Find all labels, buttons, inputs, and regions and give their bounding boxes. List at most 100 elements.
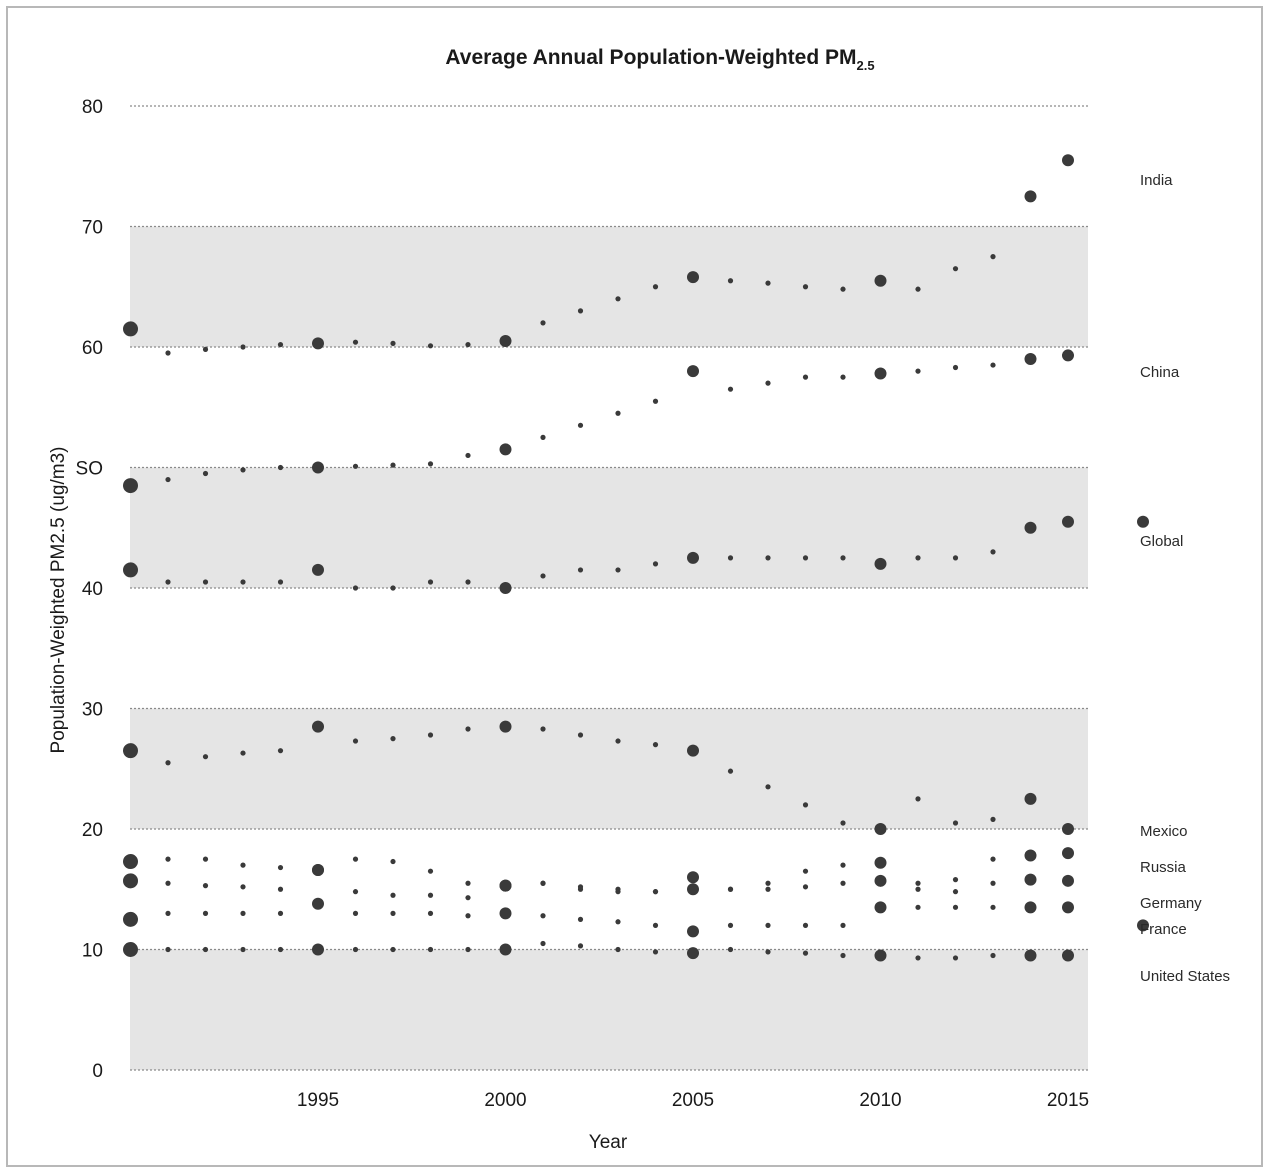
point-global-2006 bbox=[727, 555, 734, 561]
point-france-2015 bbox=[1062, 901, 1074, 914]
point-germany-1998 bbox=[427, 892, 434, 898]
band-2 bbox=[130, 708, 1088, 829]
point-united-states-1996 bbox=[352, 946, 359, 953]
series-mexico bbox=[123, 720, 1074, 835]
point-united-states-2000 bbox=[499, 943, 512, 956]
point-mexico-1995 bbox=[312, 720, 324, 733]
point-mexico-2000 bbox=[499, 720, 512, 733]
point-germany-2003 bbox=[615, 889, 621, 895]
point-united-states-2001 bbox=[540, 940, 546, 947]
point-global-1992 bbox=[202, 579, 209, 585]
point-united-states-1994 bbox=[277, 946, 284, 953]
point-india-1998 bbox=[427, 343, 434, 349]
point-france-2001 bbox=[540, 913, 546, 919]
point-germany-2006 bbox=[727, 886, 734, 892]
point-india-1991 bbox=[165, 350, 171, 356]
y-tick-label-50: SO bbox=[76, 459, 103, 480]
y-tick-label-20: 20 bbox=[82, 820, 103, 841]
point-mexico-1993 bbox=[240, 750, 246, 756]
point-india-2012 bbox=[952, 266, 959, 272]
point-mexico-2013 bbox=[990, 816, 996, 822]
point-russia-2010 bbox=[874, 856, 887, 869]
point-russia-1998 bbox=[427, 868, 434, 874]
point-china-2004 bbox=[652, 398, 659, 404]
series-china bbox=[123, 349, 1074, 494]
point-china-2008 bbox=[802, 374, 809, 380]
point-india-1994 bbox=[277, 341, 284, 348]
point-china-1995 bbox=[312, 461, 324, 474]
point-united-states-1990 bbox=[123, 942, 138, 957]
point-china-2013 bbox=[990, 362, 996, 368]
point-china-2001 bbox=[540, 434, 546, 440]
point-germany-1990 bbox=[123, 873, 138, 889]
point-mexico-1996 bbox=[352, 738, 359, 744]
point-global-2000 bbox=[499, 582, 512, 594]
point-france-2014 bbox=[1024, 901, 1037, 914]
point-mexico-2015 bbox=[1062, 823, 1074, 835]
point-india-2015 bbox=[1062, 154, 1074, 167]
point-mexico-2001 bbox=[540, 726, 546, 732]
point-united-states-1992 bbox=[202, 946, 209, 953]
point-mexico-2007 bbox=[765, 784, 771, 790]
point-china-2011 bbox=[915, 368, 921, 374]
point-mexico-2009 bbox=[840, 820, 846, 826]
point-india-1992 bbox=[202, 346, 209, 353]
point-mexico-1994 bbox=[277, 748, 284, 754]
y-tick-label-10: 10 bbox=[82, 941, 103, 962]
x-axis-ticks: 1995 2000 2005 2010 2015 bbox=[297, 1090, 1089, 1111]
point-france-2002 bbox=[577, 916, 584, 922]
point-china-2003 bbox=[615, 410, 621, 416]
point-germany-2015 bbox=[1062, 874, 1074, 887]
point-russia-1994 bbox=[277, 864, 284, 871]
series-label-india: India bbox=[1140, 172, 1173, 189]
point-united-states-2015 bbox=[1062, 949, 1074, 962]
point-mexico-2002 bbox=[577, 732, 584, 738]
point-united-states-2009 bbox=[840, 952, 846, 959]
point-france-2006 bbox=[727, 922, 734, 929]
point-france-2013 bbox=[990, 904, 996, 910]
series-label-russia: Russia bbox=[1140, 859, 1187, 876]
data-points bbox=[123, 154, 1149, 962]
point-mexico-1992 bbox=[202, 754, 209, 760]
point-russia-2011 bbox=[915, 880, 921, 886]
x-tick-label-2010: 2010 bbox=[859, 1090, 901, 1111]
point-russia-2009 bbox=[840, 862, 846, 868]
point-india-2000 bbox=[499, 334, 512, 347]
point-india-2006 bbox=[727, 278, 734, 284]
series-france bbox=[123, 863, 1149, 938]
series-label-germany: Germany bbox=[1140, 895, 1202, 912]
point-united-states-1993 bbox=[240, 946, 246, 953]
point-global-2008 bbox=[802, 555, 809, 561]
point-russia-1999 bbox=[465, 880, 471, 886]
point-united-states-1998 bbox=[427, 946, 434, 953]
y-axis-ticks: 0 10 20 30 40 SO 60 70 80 bbox=[76, 97, 103, 1082]
point-germany-2014 bbox=[1024, 873, 1037, 886]
point-china-1999 bbox=[465, 452, 471, 459]
point-germany-2008 bbox=[802, 884, 809, 890]
point-india-1993 bbox=[240, 344, 246, 350]
point-global-2004 bbox=[652, 561, 659, 567]
point-russia-2012 bbox=[952, 877, 959, 883]
y-tick-label-40: 40 bbox=[82, 579, 103, 600]
series-labels: India China Global Mexico Russia Germany Franc… bbox=[1140, 172, 1230, 985]
band-1 bbox=[130, 467, 1088, 588]
point-global-2005 bbox=[687, 551, 699, 564]
point-france-1997 bbox=[390, 910, 396, 916]
x-axis-label: Year bbox=[589, 1132, 628, 1153]
point-united-states-2005 bbox=[687, 947, 699, 960]
point-germany-1999 bbox=[465, 895, 471, 901]
point-india-2001 bbox=[540, 320, 546, 326]
series-label-mexico: Mexico bbox=[1140, 823, 1188, 840]
point-china-1996 bbox=[352, 463, 359, 469]
point-france-2011 bbox=[915, 904, 921, 910]
point-global-2009 bbox=[840, 555, 846, 561]
point-united-states-1995 bbox=[312, 943, 324, 956]
point-united-states-1999 bbox=[465, 946, 471, 953]
point-germany-2001 bbox=[540, 880, 546, 886]
point-united-states-2003 bbox=[615, 946, 621, 953]
series-russia bbox=[123, 847, 1074, 895]
point-global-1993 bbox=[240, 579, 246, 585]
point-germany-2000 bbox=[499, 879, 512, 892]
x-tick-label-2015: 2015 bbox=[1047, 1090, 1089, 1111]
point-germany-1995 bbox=[312, 897, 324, 910]
